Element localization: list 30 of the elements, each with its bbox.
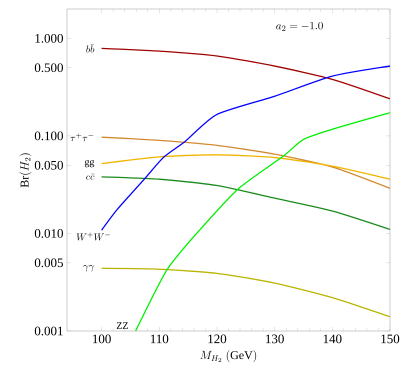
x-tick-label: 110	[150, 334, 168, 344]
line-series	[134, 112, 390, 332]
series-label: $\gamma\gamma$	[83, 265, 94, 272]
y-axis-title: $\mathrm{Br}(H_2)$	[20, 153, 32, 188]
y-tick-label: 0.005	[34, 258, 63, 268]
line-series	[100, 154, 390, 180]
annotation: $a_2 = -1.0$	[276, 22, 323, 31]
line-series	[100, 65, 390, 231]
x-tick-label: 140	[324, 334, 342, 344]
series-label: $\tau^+\tau^-$	[70, 133, 94, 142]
x-tick-label: 120	[208, 334, 226, 344]
line-series	[100, 48, 390, 100]
y-tick-label: 0.500	[34, 63, 63, 72]
series-label: $\mathrm{ZZ}$	[116, 322, 128, 329]
y-tick-label: 0.001	[34, 326, 63, 336]
x-tick-label: 150	[381, 334, 400, 344]
line-series	[100, 176, 390, 230]
y-tick-label: 0.050	[34, 160, 63, 170]
series-label: $W^+W^-$	[76, 232, 110, 241]
y-tick-label: 0.010	[34, 229, 63, 238]
series-label: $c\bar{c}$	[86, 174, 95, 180]
y-tick-label: 0.100	[34, 132, 63, 140]
x-axis-title: $M_{H_2}\ (\mathrm{GeV})$	[200, 350, 256, 362]
x-tick-label: 100	[93, 334, 111, 344]
line-series	[100, 268, 390, 318]
x-tick-label: 130	[266, 334, 284, 344]
series-label: $b\bar{b}$	[86, 44, 94, 53]
series-label: $\mathrm{gg}$	[84, 160, 94, 168]
y-tick-label: 1.000	[35, 34, 63, 43]
line-series	[100, 136, 390, 189]
